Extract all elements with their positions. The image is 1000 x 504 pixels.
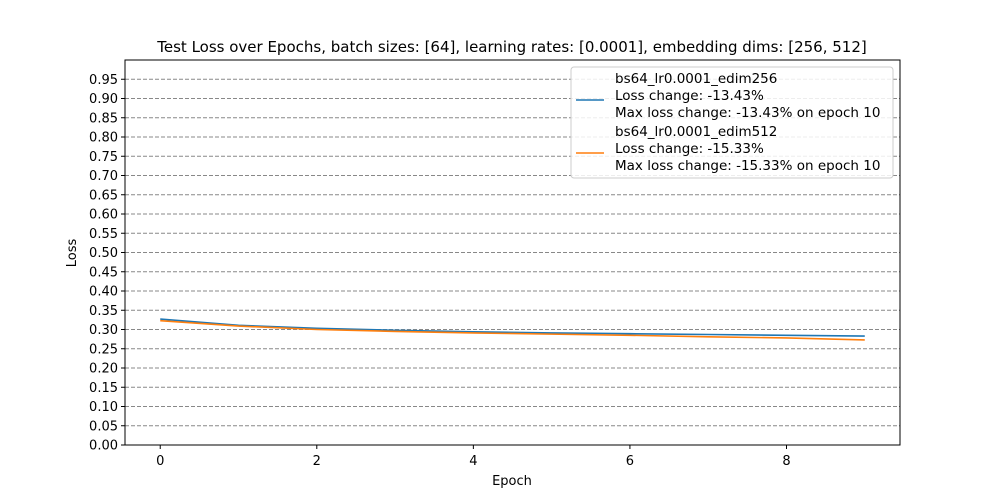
y-tick-label: 0.35 xyxy=(89,304,118,319)
x-tick-label: 2 xyxy=(313,454,321,469)
y-tick-label: 0.05 xyxy=(89,419,118,434)
legend-entry-text: bs64_lr0.0001_edim512 xyxy=(615,124,777,140)
y-tick-label: 0.65 xyxy=(89,188,118,203)
series-group xyxy=(160,318,865,341)
y-tick-label: 0.50 xyxy=(89,246,118,261)
x-tick-label: 8 xyxy=(782,454,790,469)
x-tick-label: 0 xyxy=(156,454,164,469)
legend-box xyxy=(570,66,894,179)
legend-entry-text: Max loss change: -13.43% on epoch 10 xyxy=(615,105,880,121)
y-tick-label: 0.60 xyxy=(89,208,118,223)
legend-entry-text: Loss change: -13.43% xyxy=(615,88,764,104)
y-tick-label: 0.85 xyxy=(89,111,118,126)
series-line-2 xyxy=(160,319,865,341)
x-tick-label: 4 xyxy=(469,454,477,469)
legend-entry-text: Loss change: -15.33% xyxy=(615,141,764,157)
y-tick-label: 0.25 xyxy=(89,342,118,357)
y-tick-label: 0.75 xyxy=(89,150,118,165)
legend-entry-text: bs64_lr0.0001_edim256 xyxy=(615,71,777,87)
y-tick-label: 0.10 xyxy=(89,400,118,415)
y-tick-label: 0.45 xyxy=(89,265,118,280)
y-tick-label: 0.70 xyxy=(89,169,118,184)
y-tick-label: 0.95 xyxy=(89,73,118,88)
chart-title: Test Loss over Epochs, batch sizes: [64]… xyxy=(156,38,866,56)
legend-entry-text: Max loss change: -15.33% on epoch 10 xyxy=(615,158,880,174)
x-tick-label: 6 xyxy=(626,454,634,469)
y-axis: 0.00 0.05 0.10 0.15 0.20 0.25 0.30 0.35 0.40 0.45… xyxy=(89,73,125,454)
y-tick-label: 0.90 xyxy=(89,92,118,107)
y-tick-label: 0.30 xyxy=(89,323,118,338)
y-tick-label: 0.20 xyxy=(89,362,118,377)
y-tick-label: 0.15 xyxy=(89,381,118,396)
y-tick-label: 0.00 xyxy=(89,439,118,454)
y-tick-label: 0.40 xyxy=(89,285,118,300)
y-tick-label: 0.80 xyxy=(89,131,118,146)
series-line-1 xyxy=(160,318,865,337)
y-tick-label: 0.55 xyxy=(89,227,118,242)
x-axis: 0 2 4 6 8 xyxy=(156,445,791,469)
y-axis-label: Loss xyxy=(65,239,80,268)
x-axis-label: Epoch xyxy=(492,474,532,489)
